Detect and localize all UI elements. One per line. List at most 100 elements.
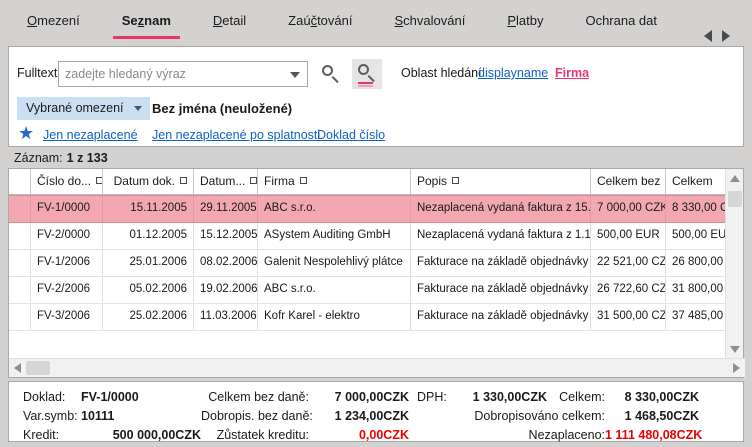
doklad-label: Doklad: [23,389,66,404]
tab-omezeni[interactable]: Omezení [27,13,80,28]
cell-celkem-bez[interactable]: 500,00 EUR [591,223,666,249]
tab-scroll-left-icon[interactable] [704,30,712,42]
cell-celkem[interactable]: 500,00 EUR [672,229,726,241]
dobropis-bez-dane-value: 1 234,00CZK [334,408,409,423]
cell-firma[interactable]: Kofr Karel - elektro [258,304,411,330]
cell-cislo[interactable]: FV-1/0000 [31,196,103,222]
cell-cislo[interactable]: FV-2/0000 [31,223,103,249]
cell-celkem[interactable]: 8 330,00 CZK [672,202,726,214]
row-selector[interactable] [9,196,31,222]
cell-celkem-bez[interactable]: 26 722,60 CZK [591,277,666,303]
table-row[interactable]: FV-1/0000 15.11.2005 29.11.2005 ABC s.r.… [9,195,726,223]
cell-firma[interactable]: ABC s.r.o. [258,277,411,303]
cell-datum[interactable]: 19.02.2006 [194,277,258,303]
cell-popis[interactable]: Fakturace na základě objednávky [411,277,591,303]
cell-cislo[interactable]: FV-1/2006 [31,250,103,276]
fulltext-label: Fulltext [17,66,58,80]
cell-popis[interactable]: Fakturace na základě objednávky [411,304,591,330]
row-selector[interactable] [9,223,31,249]
row-selector[interactable] [9,277,31,303]
cell-cislo[interactable]: FV-3/2006 [31,304,103,330]
horizontal-scroll-thumb[interactable] [26,361,50,375]
dobropisovano-celkem-label: Dobropisováno celkem: [474,408,605,423]
tab-platby[interactable]: Platby [507,13,544,28]
record-count: Záznam: 1 z 133 [14,151,108,165]
dobropisovano-celkem-value: 1 468,50CZK [624,408,699,423]
dobropis-bez-dane-label: Dobropis. bez daně: [201,408,313,423]
scope-link-displayname[interactable]: displayname [478,66,549,80]
column-header-popis[interactable]: Popis [411,169,591,194]
cell-datum[interactable]: 15.12.2005 [194,223,258,249]
favorite-star-icon[interactable]: ★ [18,123,35,143]
table-row[interactable]: FV-2/2006 05.02.2006 19.02.2006 ABC s.r.… [9,277,726,304]
column-header-datum-dok[interactable]: Datum dok. [103,169,194,194]
tab-scroll-right-icon[interactable] [722,30,730,42]
cell-datum-dok[interactable]: 05.02.2006 [103,277,194,303]
cell-firma[interactable]: Galenit Nespolehlivý plátce [258,250,411,276]
tab-detail[interactable]: Detail [212,13,247,28]
cell-datum-dok[interactable]: 25.02.2006 [103,304,194,330]
chevron-down-icon [133,106,142,115]
tab-ochrana-dat[interactable]: Ochrana dat [585,13,657,28]
cell-celkem[interactable]: 31 800,00 CZK [672,283,726,295]
row-selector[interactable] [9,304,31,330]
scope-link-firma[interactable]: Firma [555,66,590,80]
tab-seznam[interactable]: Seznam [112,8,180,39]
column-header-firma[interactable]: Firma [258,169,411,194]
cell-datum[interactable]: 11.03.2006 [194,304,258,330]
vertical-scroll-thumb[interactable] [728,191,742,207]
quick-link-jen-nezaplacene[interactable]: Jen nezaplacené [43,128,138,142]
cell-celkem[interactable]: 37 485,00 CZK [672,310,726,322]
scroll-right-icon[interactable] [733,363,740,373]
column-filter-icon[interactable] [299,177,307,184]
quick-link-po-splatnosti[interactable]: Jen nezaplacené po splatnosti [152,128,321,142]
kredit-label: Kredit: [23,427,60,442]
column-filter-icon[interactable] [452,177,460,184]
scroll-left-icon[interactable] [14,363,21,373]
scroll-up-icon[interactable] [730,175,740,182]
table-row[interactable]: FV-3/2006 25.02.2006 11.03.2006 Kofr Kar… [9,304,726,331]
vertical-scrollbar[interactable] [725,169,743,359]
cell-firma[interactable]: ABC s.r.o. [258,196,411,222]
quick-link-doklad-cislo[interactable]: Doklad číslo [317,128,386,142]
horizontal-scrollbar[interactable] [9,358,745,377]
cell-datum[interactable]: 29.11.2005 [194,196,258,222]
column-filter-icon[interactable] [96,177,102,184]
column-header-celkem-bez[interactable]: Celkem bez [591,169,666,194]
cell-celkem-bez[interactable]: 31 500,00 CZK [591,304,666,330]
tab-schvalovani[interactable]: Schvalování [394,13,466,28]
summary-row-3: Kredit: 500 000,00CZK Zůstatek kreditu: … [23,425,702,444]
selected-restriction-button[interactable]: Vybrané omezení [17,97,150,120]
column-header-datum[interactable]: Datum... [194,169,258,194]
column-header-celkem[interactable]: Celkem [666,169,726,194]
cell-cislo[interactable]: FV-2/2006 [31,277,103,303]
cell-celkem-bez[interactable]: 22 521,00 CZK [591,250,666,276]
cell-datum-dok[interactable]: 01.12.2005 [103,223,194,249]
table-row[interactable]: FV-2/0000 01.12.2005 15.12.2005 ASystem … [9,223,726,250]
cell-firma[interactable]: ASystem Auditing GmbH [258,223,411,249]
cell-popis[interactable]: Nezaplacená vydaná faktura z 1.1 [411,223,591,249]
cell-celkem[interactable]: 26 800,00 CZK [672,256,726,268]
column-header-cislo[interactable]: Číslo do... [31,169,103,194]
cell-datum-dok[interactable]: 15.11.2005 [103,196,194,222]
cell-datum-dok[interactable]: 25.01.2006 [103,250,194,276]
column-filter-icon[interactable] [180,177,187,184]
summary-grid: Doklad: FV-1/0000 Celkem bez daně: 7 000… [23,387,702,444]
tab-zauctovani[interactable]: Zaúčtování [288,13,353,28]
fulltext-input[interactable] [58,61,308,87]
table-row[interactable]: FV-1/2006 25.01.2006 08.02.2006 Galenit … [9,250,726,277]
scroll-down-icon[interactable] [730,346,740,353]
row-selector[interactable] [9,250,31,276]
celkem-bez-dane-value: 7 000,00CZK [334,389,409,404]
search-icon [322,65,333,76]
cell-popis[interactable]: Fakturace na základě objednávky [411,250,591,276]
cell-popis[interactable]: Nezaplacená vydaná faktura z 15. [411,196,591,222]
doklad-value: FV-1/0000 [81,389,139,404]
cell-celkem-bez[interactable]: 7 000,00 CZK [591,196,666,222]
summary-row-2: Var.symb: 10111 Dobropis. bez daně: 1 23… [23,406,699,425]
column-filter-icon[interactable] [250,177,257,184]
search-in-results-button[interactable] [352,59,382,89]
cell-datum[interactable]: 08.02.2006 [194,250,258,276]
search-button[interactable] [319,62,343,86]
